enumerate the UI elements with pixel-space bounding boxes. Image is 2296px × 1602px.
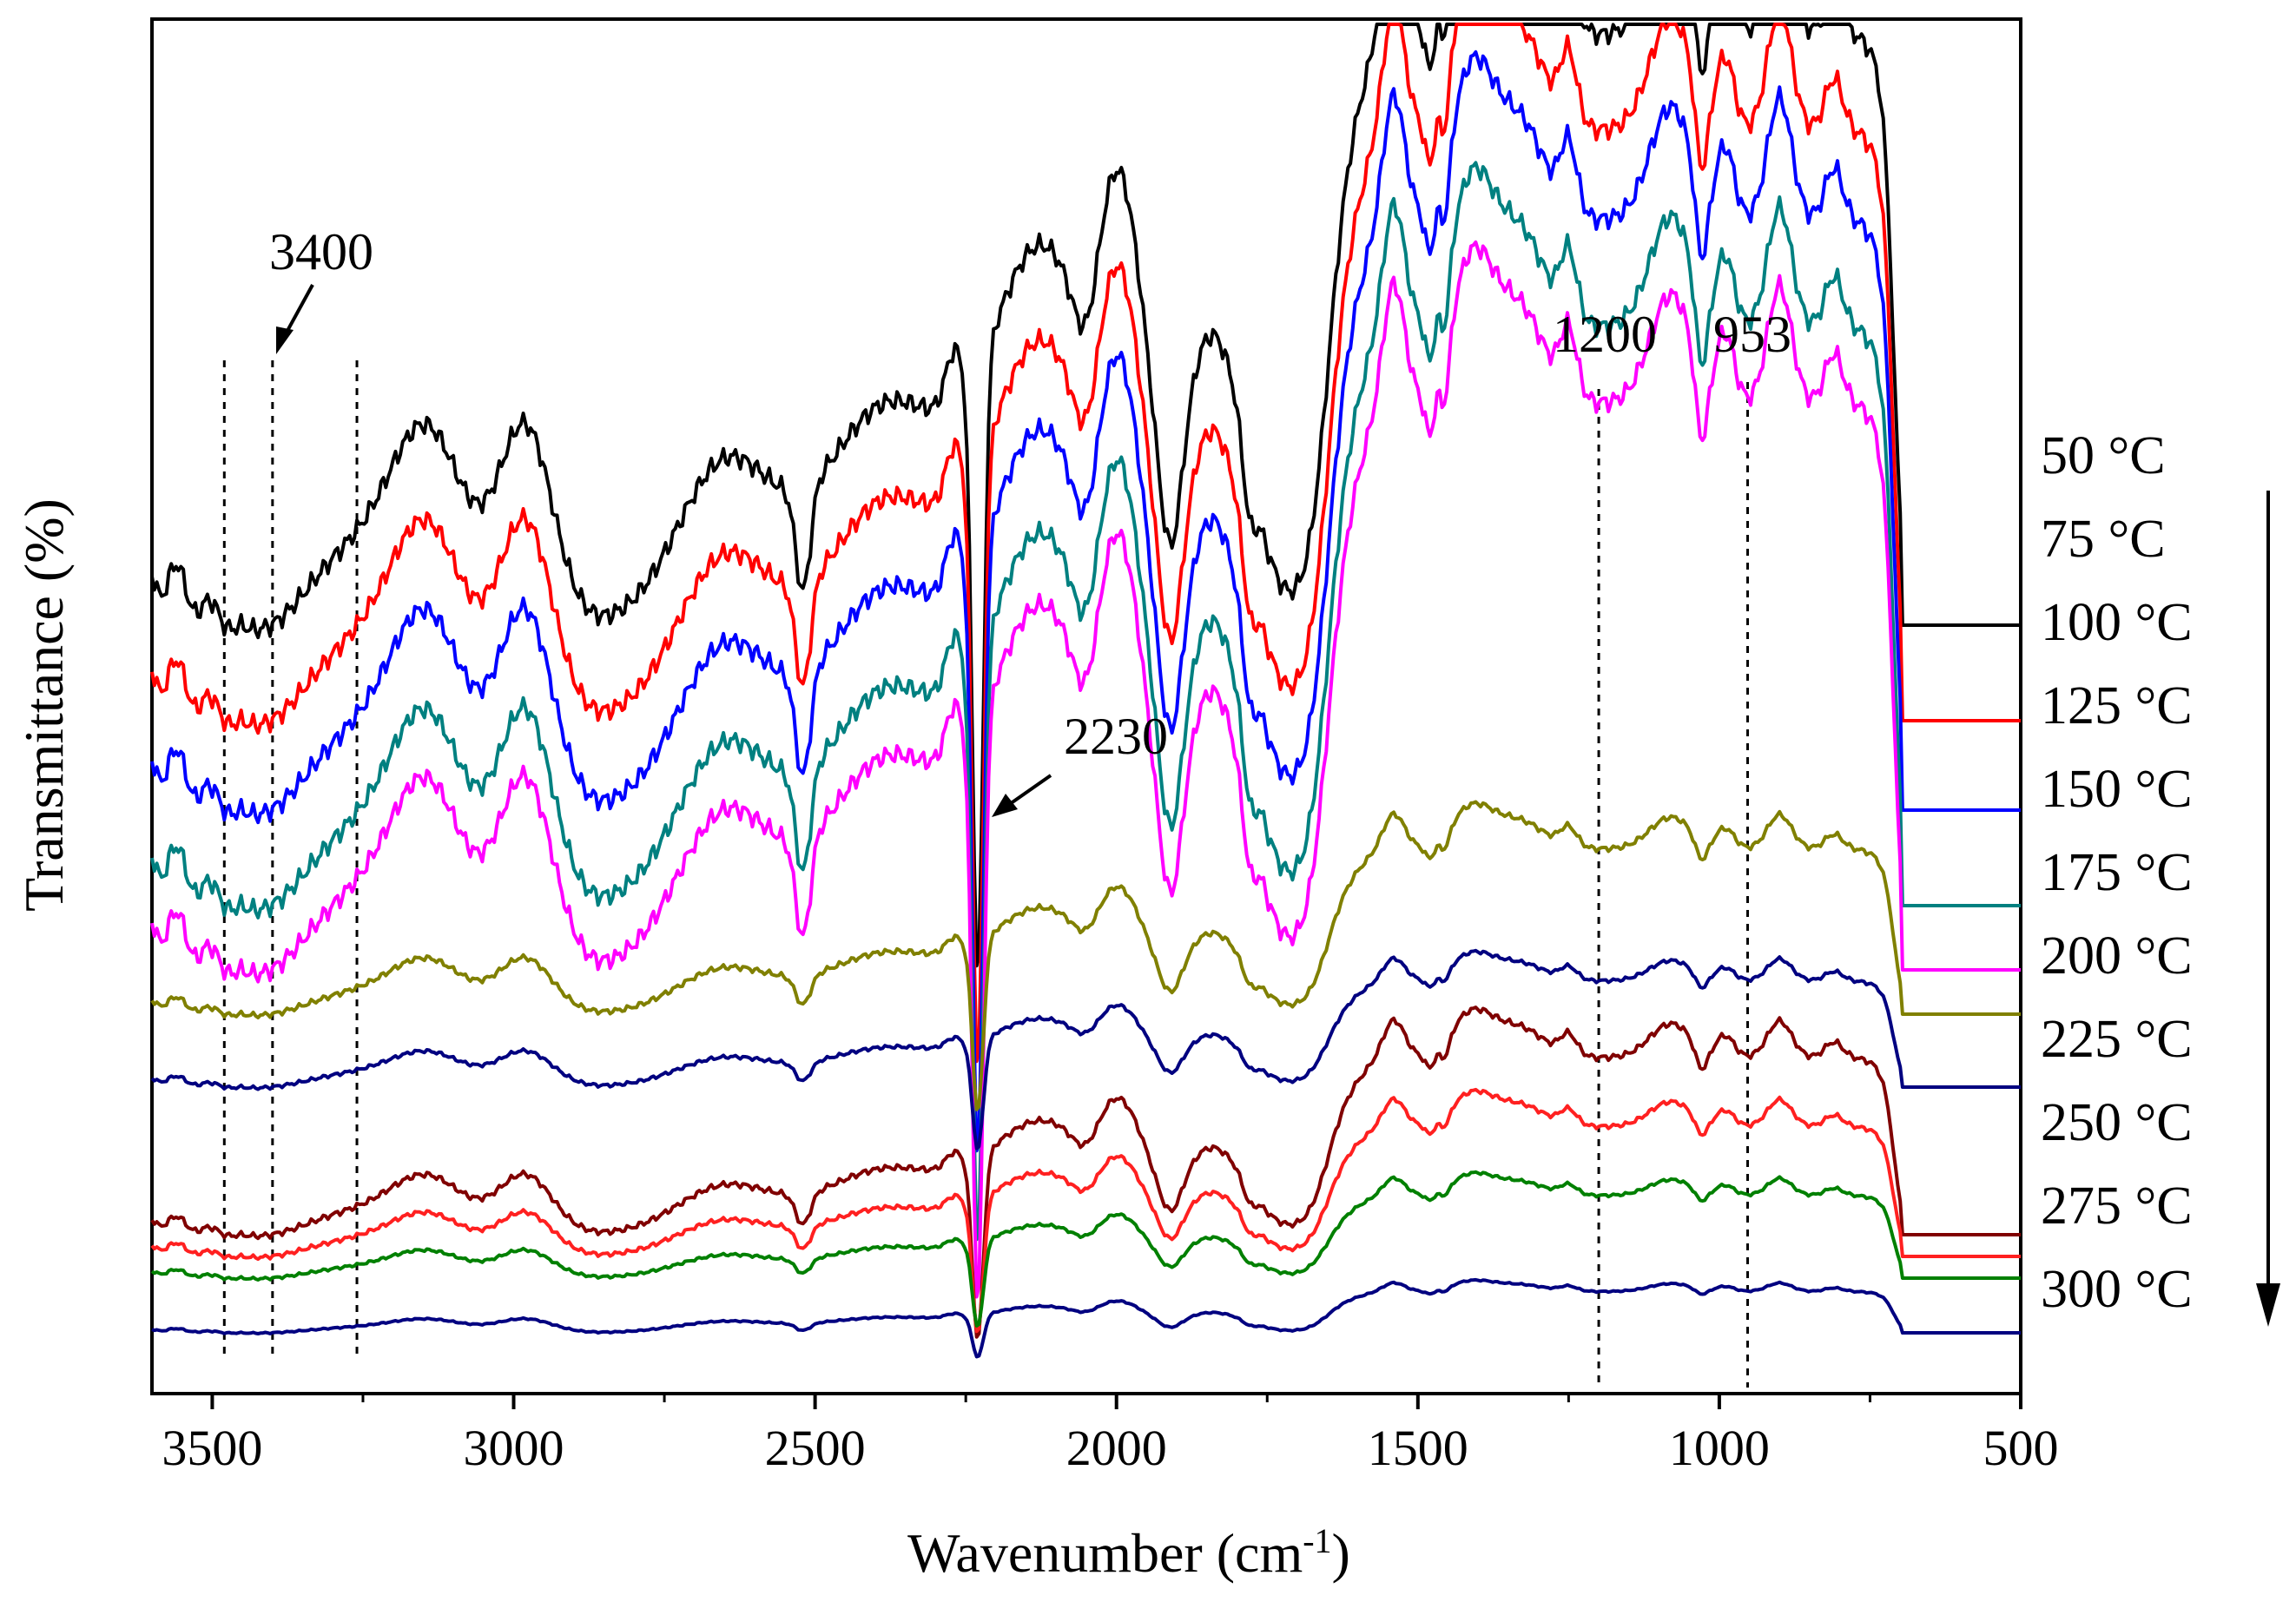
legend-entry: 200 °C xyxy=(2041,926,2193,986)
legend-entry: 125 °C xyxy=(2041,676,2193,735)
x-tick-label: 1000 xyxy=(1669,1420,1770,1476)
legend-entry: 300 °C xyxy=(2041,1260,2193,1319)
legend-entry: 175 °C xyxy=(2041,843,2193,902)
annotation-3400: 3400 xyxy=(269,223,373,354)
legend-entry: 150 °C xyxy=(2041,760,2193,819)
spectrum-line xyxy=(150,240,2021,1299)
legend-entry: 275 °C xyxy=(2041,1177,2193,1236)
arrow-down-icon xyxy=(2256,1283,2280,1327)
reference-lines xyxy=(222,360,1750,1388)
legend: 50 °C 75 °C 100 °C 125 °C 150 °C 175 °C 200 °C… xyxy=(2041,426,2193,1319)
arrow-head-icon xyxy=(276,326,294,354)
x-tick-label: 500 xyxy=(1983,1420,2059,1476)
spectrum-line xyxy=(150,1170,2021,1328)
x-tick-label: 2500 xyxy=(765,1420,866,1476)
spectrum-line xyxy=(151,1277,2021,1359)
x-axis-ticks: 3500 3000 2500 2000 1500 1000 500 xyxy=(162,1394,2059,1476)
x-tick-label: 2000 xyxy=(1066,1420,1167,1476)
annotation-arrow-line xyxy=(1006,774,1052,808)
annotation-label: 953 xyxy=(1713,306,1791,363)
x-tick-label: 3000 xyxy=(464,1420,564,1476)
legend-entry: 100 °C xyxy=(2041,593,2193,652)
spectrum-line xyxy=(150,948,2021,1150)
plot-frame xyxy=(150,17,2022,1395)
spectrum-line xyxy=(150,49,2021,1153)
spectrum-line xyxy=(150,23,2021,1064)
legend-entry: 50 °C xyxy=(2041,426,2166,485)
spectrum-line xyxy=(150,161,2021,1242)
y-axis-label: Transmittance (%) xyxy=(13,498,75,912)
spectrum-line xyxy=(150,1087,2021,1334)
x-tick-label: 1500 xyxy=(1368,1420,1468,1476)
legend-entry: 75 °C xyxy=(2041,510,2166,569)
annotation-2230: 2230 xyxy=(992,708,1168,817)
spectrum-line xyxy=(150,1005,2021,1339)
x-axis-label: Wavenumber (cm-1) xyxy=(907,1521,1350,1585)
x-tick-label: 3500 xyxy=(162,1420,262,1476)
spectrum-line xyxy=(150,23,2021,968)
spectrum-line xyxy=(150,800,2021,1111)
legend-entry: 225 °C xyxy=(2041,1010,2193,1069)
legend-entry: 250 °C xyxy=(2041,1093,2193,1152)
arrow-head-icon xyxy=(992,794,1018,817)
annotation-label: 1200 xyxy=(1553,306,1657,363)
temperature-arrow xyxy=(2256,491,2280,1327)
annotation-label: 2230 xyxy=(1064,708,1168,765)
spectra-series xyxy=(150,23,2021,1359)
annotation-label: 3400 xyxy=(269,223,373,280)
